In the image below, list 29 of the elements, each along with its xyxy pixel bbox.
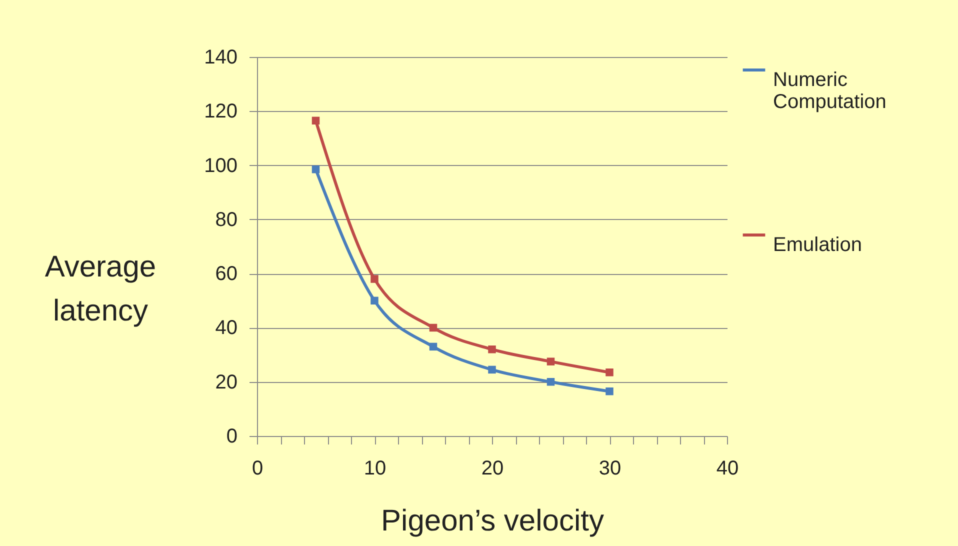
y-tick-label: 20 <box>215 371 238 394</box>
y-axis-title: Average latency <box>44 250 156 328</box>
y-tick-label: 0 <box>226 426 238 448</box>
point <box>429 342 438 351</box>
y-tick-label: 120 <box>204 100 238 123</box>
point <box>312 116 320 124</box>
point <box>429 324 438 332</box>
x-tick-label: 20 <box>481 458 504 480</box>
point <box>370 296 378 305</box>
point <box>488 346 496 354</box>
point <box>606 368 614 376</box>
x-axis-title: Pigeon’s velocity <box>381 504 604 538</box>
point <box>488 366 496 374</box>
y-tick-label: 140 <box>204 46 238 68</box>
y-tick-label: 80 <box>215 208 238 231</box>
y-tick-label: 40 <box>215 317 238 340</box>
legend-label: Emulation <box>773 234 862 256</box>
y-tick-label: 100 <box>204 154 238 177</box>
legend-label: Numeric Computation <box>773 69 886 113</box>
x-tick-label: 10 <box>364 458 386 480</box>
point <box>312 165 320 174</box>
point <box>370 275 378 283</box>
x-tick-label: 30 <box>598 458 622 480</box>
point <box>606 387 614 396</box>
x-tick-label: 0 <box>252 458 264 480</box>
x-tick-label: 40 <box>716 458 739 480</box>
point <box>546 378 555 386</box>
y-tick-label: 60 <box>215 263 238 286</box>
point <box>546 358 555 366</box>
